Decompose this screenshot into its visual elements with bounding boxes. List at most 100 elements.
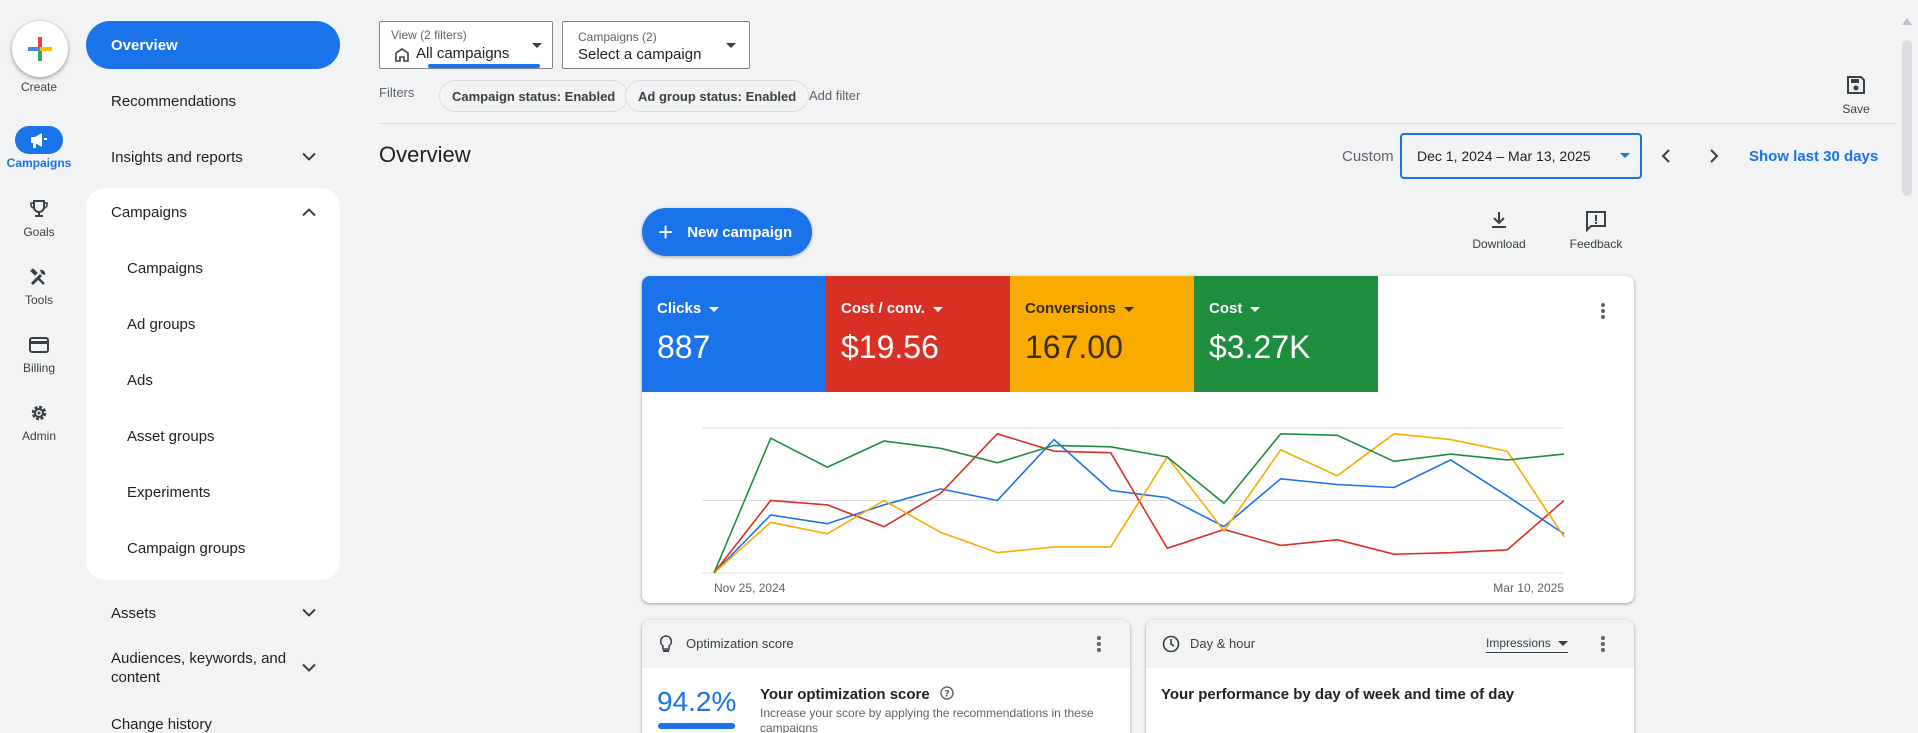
metric-value: $19.56 (841, 329, 939, 365)
more-options-icon[interactable] (1601, 636, 1605, 654)
caret-down-icon (1558, 641, 1569, 647)
nav-item-campaigns-group[interactable]: Campaigns (86, 188, 340, 236)
chevron-down-icon (302, 608, 316, 617)
nav-item-change-history[interactable]: Change history (111, 715, 212, 733)
megaphone-icon (15, 126, 63, 154)
caret-down-icon (1620, 153, 1630, 158)
view-dropdown-caption: View (2 filters) (391, 28, 467, 42)
campaign-dropdown[interactable]: Campaigns (2) Select a campaign (562, 21, 750, 69)
performance-chart-card: Clicks 887 Cost / conv. $19.56 Conversio… (642, 276, 1634, 603)
metric-tile-clicks[interactable]: Clicks 887 (642, 276, 826, 392)
card-title: Day & hour (1190, 636, 1256, 651)
nav-label: Insights and reports (111, 148, 243, 166)
create-label: Create (20, 80, 58, 94)
tools-icon (23, 263, 55, 291)
feedback-button[interactable]: Feedback (1563, 210, 1629, 251)
clock-icon (1162, 635, 1180, 653)
feedback-icon (1586, 211, 1606, 233)
optimization-score-bar (658, 723, 735, 729)
chevron-left-icon (1661, 149, 1670, 163)
series-line-3 (713, 432, 1565, 574)
metric-tile-conversions[interactable]: Conversions 167.00 (1010, 276, 1194, 392)
metric-tile-cost[interactable]: Cost $3.27K (1194, 276, 1378, 392)
date-range-picker[interactable]: Dec 1, 2024 – Mar 13, 2025 (1400, 133, 1642, 179)
optimization-score-value: 94.2% (657, 686, 737, 717)
day-hour-description: Your performance by day of week and time… (1161, 686, 1515, 703)
nav-sub-campaign-groups[interactable]: Campaign groups (127, 539, 246, 557)
download-button[interactable]: Download (1469, 210, 1529, 251)
nav-item-audiences[interactable]: Audiences, keywords, and content (86, 640, 340, 696)
metric-tile-cost-per-conv[interactable]: Cost / conv. $19.56 (826, 276, 1010, 392)
caret-down-icon (532, 43, 542, 48)
caret-down-icon (932, 306, 943, 312)
metric-value: 887 (657, 329, 711, 365)
nav-label: Assets (111, 604, 157, 622)
rail-item-admin[interactable]: Admin (0, 399, 78, 459)
campaigns-panel: Campaigns Campaigns Ad groups Ads Asset … (86, 188, 340, 580)
caret-down-icon (1123, 306, 1134, 312)
filter-chip-adgroup-status[interactable]: Ad group status: Enabled (625, 80, 810, 112)
building-icon (395, 48, 409, 62)
view-dropdown[interactable]: View (2 filters) All campaigns (379, 21, 553, 69)
divider (379, 123, 1896, 124)
custom-label: Custom (1342, 148, 1394, 165)
nav-item-recommendations[interactable]: Recommendations (111, 92, 237, 110)
rail-item-goals[interactable]: Goals (0, 195, 78, 255)
nav-sub-campaigns[interactable]: Campaigns (127, 259, 203, 277)
next-period-button[interactable] (1702, 144, 1726, 168)
trophy-icon (23, 195, 55, 223)
filters-label: Filters (379, 85, 415, 100)
metric-label: Cost (1209, 300, 1261, 317)
save-button[interactable]: Save (1836, 75, 1876, 116)
rail-item-campaigns[interactable]: Campaigns (0, 126, 78, 186)
rail-item-billing[interactable]: Billing (0, 331, 78, 391)
show-last-30-days-link[interactable]: Show last 30 days (1749, 148, 1879, 165)
prev-period-button[interactable] (1654, 144, 1678, 168)
scrollbar-thumb[interactable] (1902, 40, 1912, 196)
optimization-score-card: Optimization score 94.2% Your optimizati… (642, 620, 1130, 733)
feedback-label: Feedback (1569, 237, 1623, 251)
nav-label: Campaigns (111, 203, 187, 221)
date-range-value: Dec 1, 2024 – Mar 13, 2025 (1417, 148, 1591, 164)
nav-sub-ads[interactable]: Ads (127, 371, 153, 389)
rail-label: Tools (24, 293, 53, 307)
series-line-2 (713, 432, 1565, 574)
rail-item-tools[interactable]: Tools (0, 263, 78, 323)
chevron-up-icon (302, 208, 316, 217)
line-chart: Nov 25, 2024 Mar 10, 2025 (702, 427, 1565, 595)
nav-item-insights[interactable]: Insights and reports (86, 133, 340, 181)
impressions-dropdown[interactable]: Impressions (1486, 636, 1569, 653)
more-options-icon[interactable] (1097, 636, 1101, 654)
rail-label: Goals (23, 225, 55, 239)
left-rail: Create Campaigns Goals Tools Billing Adm… (0, 0, 78, 733)
view-dropdown-value: All campaigns (416, 45, 510, 62)
save-icon (1847, 76, 1865, 94)
nav-sub-experiments[interactable]: Experiments (127, 483, 211, 501)
add-filter-button[interactable]: Add filter (809, 88, 861, 103)
nav-item-assets[interactable]: Assets (86, 589, 340, 637)
download-label: Download (1472, 237, 1526, 251)
plus-icon: + (658, 217, 674, 247)
scroll-up-icon[interactable] (1902, 18, 1912, 25)
chevron-right-icon (1710, 149, 1719, 163)
nav-item-overview[interactable]: Overview (86, 21, 340, 69)
download-icon (1492, 212, 1506, 228)
nav-sub-asset-groups[interactable]: Asset groups (127, 427, 215, 445)
more-options-icon[interactable] (1601, 303, 1605, 321)
create-button[interactable] (12, 21, 68, 77)
campaign-dropdown-caption: Campaigns (2) (578, 30, 657, 44)
lightbulb-icon (659, 635, 673, 652)
card-header (1146, 620, 1634, 668)
nav-sub-ad-groups[interactable]: Ad groups (127, 315, 196, 333)
caret-down-icon (709, 306, 720, 312)
card-header (642, 620, 1130, 668)
new-campaign-button[interactable]: + New campaign (642, 208, 812, 256)
metric-label: Conversions (1025, 300, 1134, 317)
credit-card-icon (23, 331, 55, 359)
caret-down-icon (726, 43, 736, 48)
gear-icon (23, 399, 55, 427)
svg-text:?: ? (944, 690, 949, 700)
help-icon[interactable]: ? (940, 686, 954, 700)
filter-chip-campaign-status[interactable]: Campaign status: Enabled (439, 80, 629, 112)
chevron-down-icon (302, 152, 316, 161)
